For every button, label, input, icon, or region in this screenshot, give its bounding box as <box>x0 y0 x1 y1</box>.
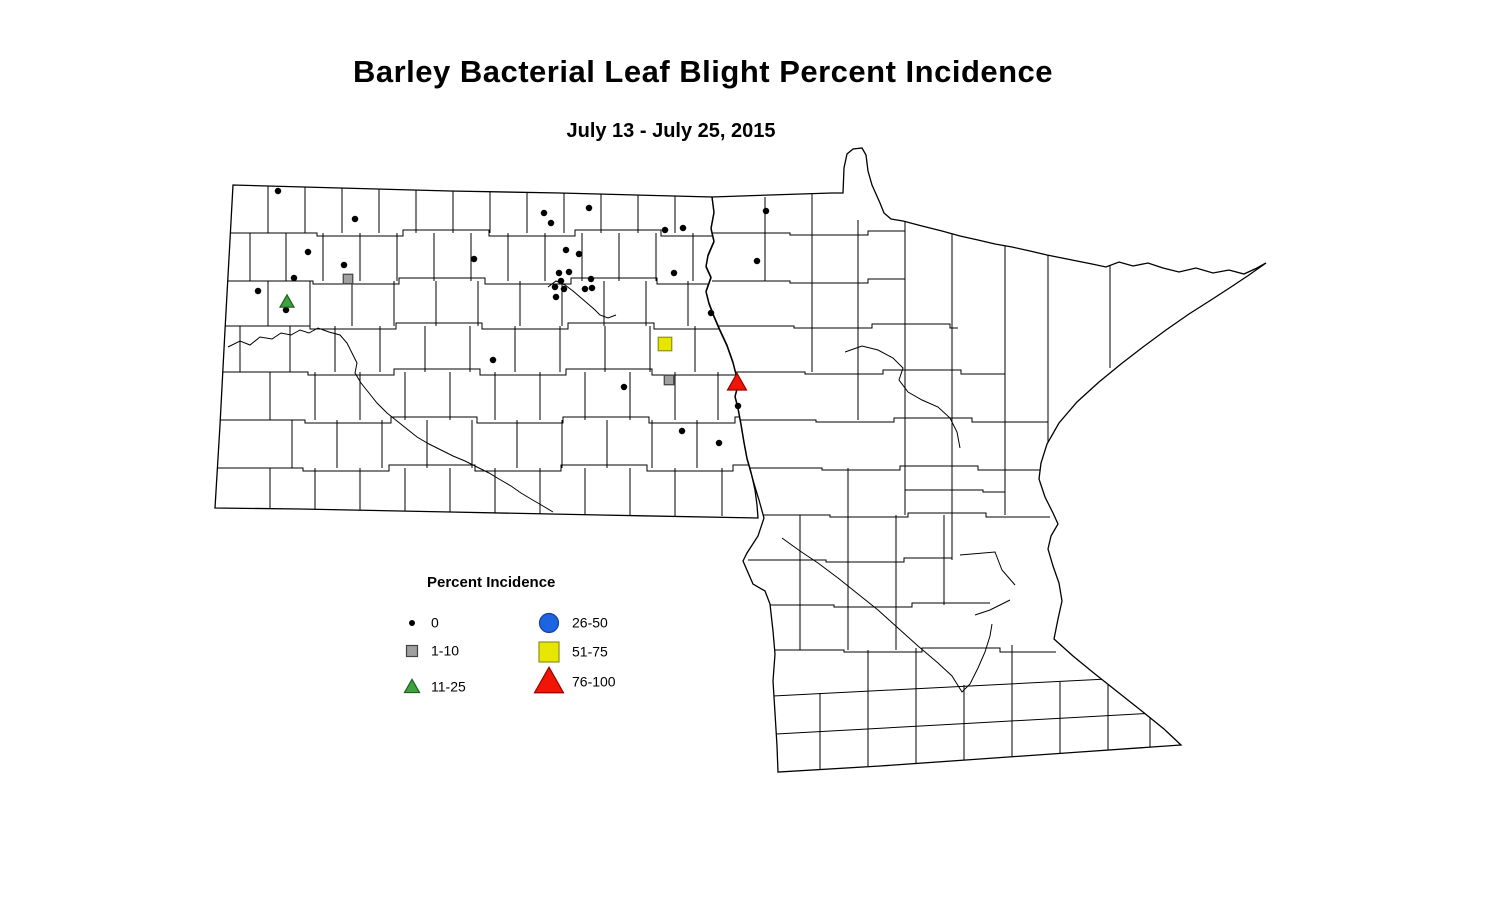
legend-symbol-cat-76-100 <box>533 665 565 694</box>
marker-zero <box>715 439 723 447</box>
county-line <box>231 229 714 237</box>
legend-label-cat-51-75: 51-75 <box>572 643 608 660</box>
legend-label-cat-76-100: 76-100 <box>572 673 616 690</box>
county-line <box>905 489 1005 493</box>
legend-glyph <box>533 665 565 694</box>
marker-zero <box>351 215 359 223</box>
marker-zero <box>557 277 565 285</box>
minnesota-outline <box>705 147 1267 773</box>
legend-glyph <box>538 612 560 634</box>
marker-zero <box>254 287 262 295</box>
county-line <box>752 512 1050 518</box>
marker-zero <box>340 261 348 269</box>
legend-symbol-cat-26-50 <box>538 612 560 634</box>
county-line <box>959 551 1016 586</box>
marker-cat-51-75 <box>657 336 673 352</box>
marker-zero <box>555 269 563 277</box>
marker-zero <box>489 356 497 364</box>
marker-cat-11-25 <box>278 293 296 308</box>
county-line <box>217 464 757 472</box>
marker-zero <box>540 209 548 217</box>
county-line <box>744 465 1040 471</box>
county-line <box>227 277 712 285</box>
county-line <box>219 416 743 424</box>
marker-zero <box>304 248 312 256</box>
marker-zero <box>707 309 715 317</box>
state-minnesota <box>706 148 1266 772</box>
marker-zero <box>282 306 290 314</box>
county-line <box>712 278 905 284</box>
legend-title: Percent Incidence <box>427 574 556 591</box>
county-line <box>716 323 958 329</box>
incidence-markers <box>254 187 770 447</box>
marker-zero <box>581 285 589 293</box>
marker-zero <box>274 187 282 195</box>
river-line <box>844 345 961 449</box>
legend-symbol-cat-51-75 <box>538 641 560 663</box>
marker-zero <box>547 219 555 227</box>
legend-label-zero: 0 <box>431 614 439 631</box>
river-line <box>781 537 993 693</box>
marker-zero <box>762 207 770 215</box>
state-shapes <box>215 148 1266 772</box>
legend-symbol-cat-1-10 <box>405 644 419 658</box>
legend-symbol-cat-11-25 <box>403 678 421 694</box>
legend-glyph <box>538 641 560 663</box>
legend-glyph <box>409 620 415 626</box>
page-subtitle: July 13 - July 25, 2015 <box>566 120 776 142</box>
page-title: Barley Bacterial Leaf Blight Percent Inc… <box>352 54 1054 89</box>
state-north-dakota <box>215 185 758 518</box>
river-line <box>227 327 554 513</box>
marker-zero <box>290 274 298 282</box>
marker-zero <box>587 275 595 283</box>
marker-zero <box>575 250 583 258</box>
legend-glyph <box>403 678 421 694</box>
county-line <box>756 602 990 608</box>
marker-zero <box>585 204 593 212</box>
county-line <box>989 599 1011 611</box>
county-line <box>712 230 905 236</box>
marker-zero <box>552 293 560 301</box>
marker-cat-1-10 <box>663 374 675 386</box>
marker-zero <box>753 257 761 265</box>
marker-zero <box>560 285 568 293</box>
legend-label-cat-11-25: 11-25 <box>431 678 466 695</box>
marker-cat-1-10 <box>342 273 354 285</box>
county-line <box>727 369 1005 375</box>
marker-cat-76-100 <box>726 372 748 391</box>
marker-zero <box>562 246 570 254</box>
legend-label-cat-26-50: 26-50 <box>572 614 608 631</box>
marker-zero <box>678 427 686 435</box>
marker-zero <box>661 226 669 234</box>
county-line <box>738 417 1048 423</box>
legend-label-cat-1-10: 1-10 <box>431 642 460 659</box>
marker-zero <box>565 268 573 276</box>
marker-zero <box>734 402 742 410</box>
county-line <box>222 368 738 376</box>
minnesota-county-lines <box>712 194 1175 769</box>
marker-zero <box>620 383 628 391</box>
county-line <box>775 711 1175 735</box>
county-line <box>974 609 991 616</box>
marker-zero <box>670 269 678 277</box>
marker-zero <box>551 283 559 291</box>
county-line <box>224 322 720 330</box>
marker-zero <box>679 224 687 232</box>
legend-symbol-zero <box>409 620 415 626</box>
marker-zero <box>588 284 596 292</box>
marker-zero <box>470 255 478 263</box>
legend-glyph <box>405 644 419 658</box>
